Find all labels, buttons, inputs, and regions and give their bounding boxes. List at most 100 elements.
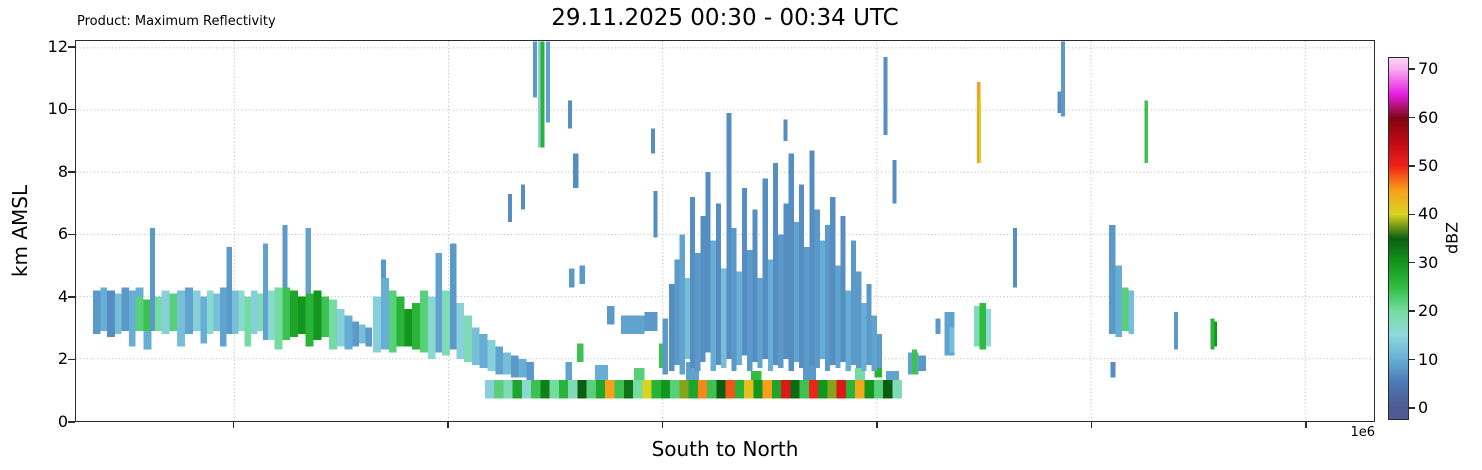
reflectivity-cell xyxy=(731,228,737,372)
reflectivity-cell xyxy=(871,315,877,372)
reflectivity-cell xyxy=(565,361,572,381)
x-tick-mark xyxy=(232,422,235,428)
reflectivity-cell xyxy=(540,41,545,148)
reflectivity-cell xyxy=(577,379,588,399)
reflectivity-cell xyxy=(861,302,867,372)
reflectivity-cell xyxy=(670,379,680,399)
reflectivity-cell xyxy=(804,246,810,372)
reflectivity-cell xyxy=(684,277,690,359)
reflectivity-cell xyxy=(911,349,918,375)
reflectivity-cell xyxy=(487,340,496,372)
reflectivity-cell xyxy=(793,221,799,362)
reflectivity-cell xyxy=(251,290,258,334)
y-tick-label: 6 xyxy=(57,224,68,244)
reflectivity-cell xyxy=(845,290,851,372)
reflectivity-cell xyxy=(521,184,526,210)
reflectivity-cell xyxy=(373,296,382,353)
colorbar-tick-mark xyxy=(1409,407,1415,409)
reflectivity-cell xyxy=(864,379,875,399)
reflectivity-cell xyxy=(545,41,550,123)
reflectivity-cell xyxy=(484,379,495,399)
reflectivity-cell xyxy=(396,296,405,347)
reflectivity-cell xyxy=(238,290,245,331)
reflectivity-cell xyxy=(866,284,872,366)
reflectivity-cell xyxy=(836,379,847,399)
reflectivity-cell xyxy=(185,287,193,334)
colorbar-tick-label: 30 xyxy=(1418,252,1439,272)
reflectivity-cell xyxy=(313,290,322,341)
reflectivity-cell xyxy=(282,287,291,341)
reflectivity-cell xyxy=(358,324,366,344)
reflectivity-cell xyxy=(827,379,838,399)
reflectivity-cell xyxy=(540,379,551,399)
reflectivity-cell xyxy=(143,299,152,331)
reflectivity-cell xyxy=(244,296,252,347)
reflectivity-cell xyxy=(674,259,680,366)
reflectivity-cell xyxy=(521,379,532,399)
reflectivity-cell xyxy=(449,243,457,350)
reflectivity-cell xyxy=(412,302,420,350)
reflectivity-cell xyxy=(435,253,443,353)
reflectivity-cell xyxy=(169,293,178,331)
reflectivity-cell xyxy=(918,355,927,372)
reflectivity-cell xyxy=(642,379,653,399)
reflectivity-cell xyxy=(479,333,488,369)
reflectivity-cell xyxy=(510,355,519,378)
reflectivity-cell xyxy=(783,119,788,142)
reflectivity-cell xyxy=(135,287,144,297)
reflectivity-cell xyxy=(734,379,745,399)
x-tick-mark xyxy=(1305,422,1307,428)
reflectivity-cell xyxy=(873,379,884,399)
x-tick-mark xyxy=(876,422,878,428)
reflectivity-cell xyxy=(856,271,862,369)
reflectivity-cell xyxy=(644,312,658,331)
reflectivity-cell xyxy=(707,379,717,399)
reflectivity-cell xyxy=(814,209,820,369)
reflectivity-cell xyxy=(143,330,152,350)
reflectivity-cell xyxy=(381,277,389,350)
reflectivity-cell xyxy=(268,290,275,341)
y-tick-label: 2 xyxy=(57,349,68,369)
reflectivity-cell xyxy=(778,234,784,369)
reflectivity-cell xyxy=(762,379,773,399)
colorbar-tick-mark xyxy=(1409,68,1415,70)
x-tick-mark xyxy=(661,422,664,428)
reflectivity-cell xyxy=(1210,318,1215,350)
reflectivity-cell xyxy=(262,243,269,341)
reflectivity-cell xyxy=(305,228,311,294)
reflectivity-cell xyxy=(892,379,903,399)
colorbar-tick-label: 70 xyxy=(1418,59,1439,79)
reflectivity-cell xyxy=(442,290,450,356)
colorbar-tick-label: 40 xyxy=(1418,204,1439,224)
reflectivity-cell xyxy=(662,318,668,375)
reflectivity-cell xyxy=(92,290,101,334)
reflectivity-cell xyxy=(282,225,288,288)
reflectivity-cell xyxy=(321,296,330,338)
y-tick-mark xyxy=(68,358,75,361)
reflectivity-cell xyxy=(892,159,897,204)
reflectivity-cell xyxy=(741,187,748,356)
x-axis-label: South to North xyxy=(651,437,799,461)
reflectivity-cell xyxy=(586,379,597,399)
reflectivity-cell xyxy=(799,379,810,399)
reflectivity-cell xyxy=(705,172,711,353)
reflectivity-cell xyxy=(1174,312,1179,350)
reflectivity-cell xyxy=(726,113,732,359)
y-tick-mark xyxy=(68,46,75,48)
reflectivity-cell xyxy=(840,215,846,362)
reflectivity-cell xyxy=(508,193,513,222)
y-tick-mark xyxy=(68,171,75,173)
x-tick-mark xyxy=(447,422,449,428)
y-tick-mark xyxy=(68,296,75,298)
reflectivity-cell xyxy=(518,358,527,378)
reflectivity-cell xyxy=(771,379,782,399)
colorbar-tick-mark xyxy=(1409,165,1415,167)
reflectivity-cell xyxy=(876,333,883,369)
reflectivity-cell xyxy=(290,290,298,338)
x-axis-offset-label: 1e6 xyxy=(1350,425,1375,440)
colorbar-label: dBZ xyxy=(1442,221,1462,255)
reflectivity-cell xyxy=(336,309,345,347)
reflectivity-cell xyxy=(854,368,866,381)
colorbar-tick-mark xyxy=(1409,358,1415,361)
reflectivity-cell xyxy=(767,259,774,372)
